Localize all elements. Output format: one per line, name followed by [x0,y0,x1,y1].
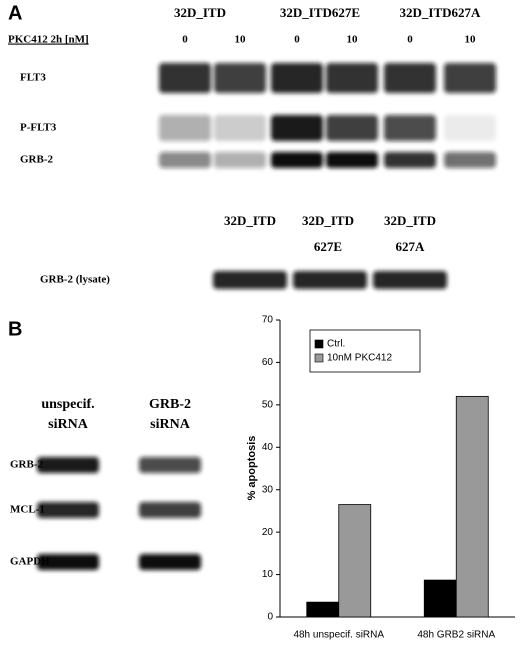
legend-swatch [314,339,324,349]
blot-band [159,63,211,93]
dose-label: 0 [294,34,300,46]
blot-band [373,271,447,289]
row-label: MCL-1 [10,504,45,516]
blot-band [384,152,436,168]
row-label: GRB-2 [20,154,54,166]
blot-band [271,115,323,141]
lysate-line: 32D_ITD [302,213,354,228]
blot-band [159,115,211,141]
dose-label: 10 [465,34,477,46]
blot-band [37,554,99,570]
dose-label: 0 [407,34,413,46]
blot-band [213,271,287,289]
bar [338,504,372,618]
y-axis-label: % apoptosis [246,436,258,501]
dose-label: 10 [235,34,247,46]
y-tick-label: 10 [262,569,274,580]
x-tick-label: 48h unspecif. siRNA [293,630,384,641]
blot-band [37,457,99,473]
blot-band [444,63,496,93]
legend-box [309,329,421,373]
row-label: FLT3 [20,72,46,84]
blot-band [214,152,266,168]
y-tick-label: 60 [262,357,274,368]
lysate-line: 627A [396,239,426,254]
blot-band [326,152,378,168]
lysate-line: 32D_ITD [224,213,276,228]
bar [306,601,340,618]
y-tick-label: 50 [262,399,274,410]
blots [37,63,496,570]
lane-label: unspecif. [41,397,94,412]
cell-line: 32D_ITD627A [400,5,482,20]
lane-label: GRB-2 [149,397,191,412]
dose-label: 0 [182,34,188,46]
blot-band [444,152,496,168]
legend-label: 10nM PKC412 [327,353,392,364]
bar [455,395,489,618]
row-label: P-FLT3 [20,122,57,134]
row-label: GAPDH [10,556,50,568]
blot-band [37,502,99,518]
blot-band [214,115,266,141]
lane-label: siRNA [48,417,89,432]
lysate-line: 32D_ITD [384,213,436,228]
blot-band [293,271,367,289]
cell-line: 32D_ITD [174,5,226,20]
blot-band [326,63,378,93]
dose-label: 10 [347,34,359,46]
row-label: GRB-2 (lysate) [40,274,110,286]
lane-label: siRNA [150,417,191,432]
blot-band [384,63,436,93]
y-tick-label: 0 [267,612,273,623]
y-tick-label: 20 [262,527,274,538]
blot-band [159,152,211,168]
x-tick-label: 48h GRB2 siRNA [417,630,495,641]
blot-band [139,554,201,570]
legend-swatch [314,353,324,363]
legend-label: Ctrl. [327,339,345,350]
blot-band [214,63,266,93]
treatment-label: PKC412 2h [nM] [8,34,89,46]
blot-band [271,152,323,168]
panel-label: A [8,2,22,24]
blot-band [139,502,201,518]
y-tick-label: 70 [262,315,274,326]
blot-band [444,115,496,141]
lysate-line: 627E [314,239,342,254]
row-label: GRB-2 [10,459,44,471]
bar [423,579,457,618]
panel-label: B [8,318,22,340]
blot-band [384,115,436,141]
blot-band [139,457,201,473]
cell-line: 32D_ITD627E [280,5,360,20]
blot-band [326,115,378,141]
blot-band [271,63,323,93]
y-tick-label: 40 [262,442,274,453]
y-tick-label: 30 [262,484,274,495]
